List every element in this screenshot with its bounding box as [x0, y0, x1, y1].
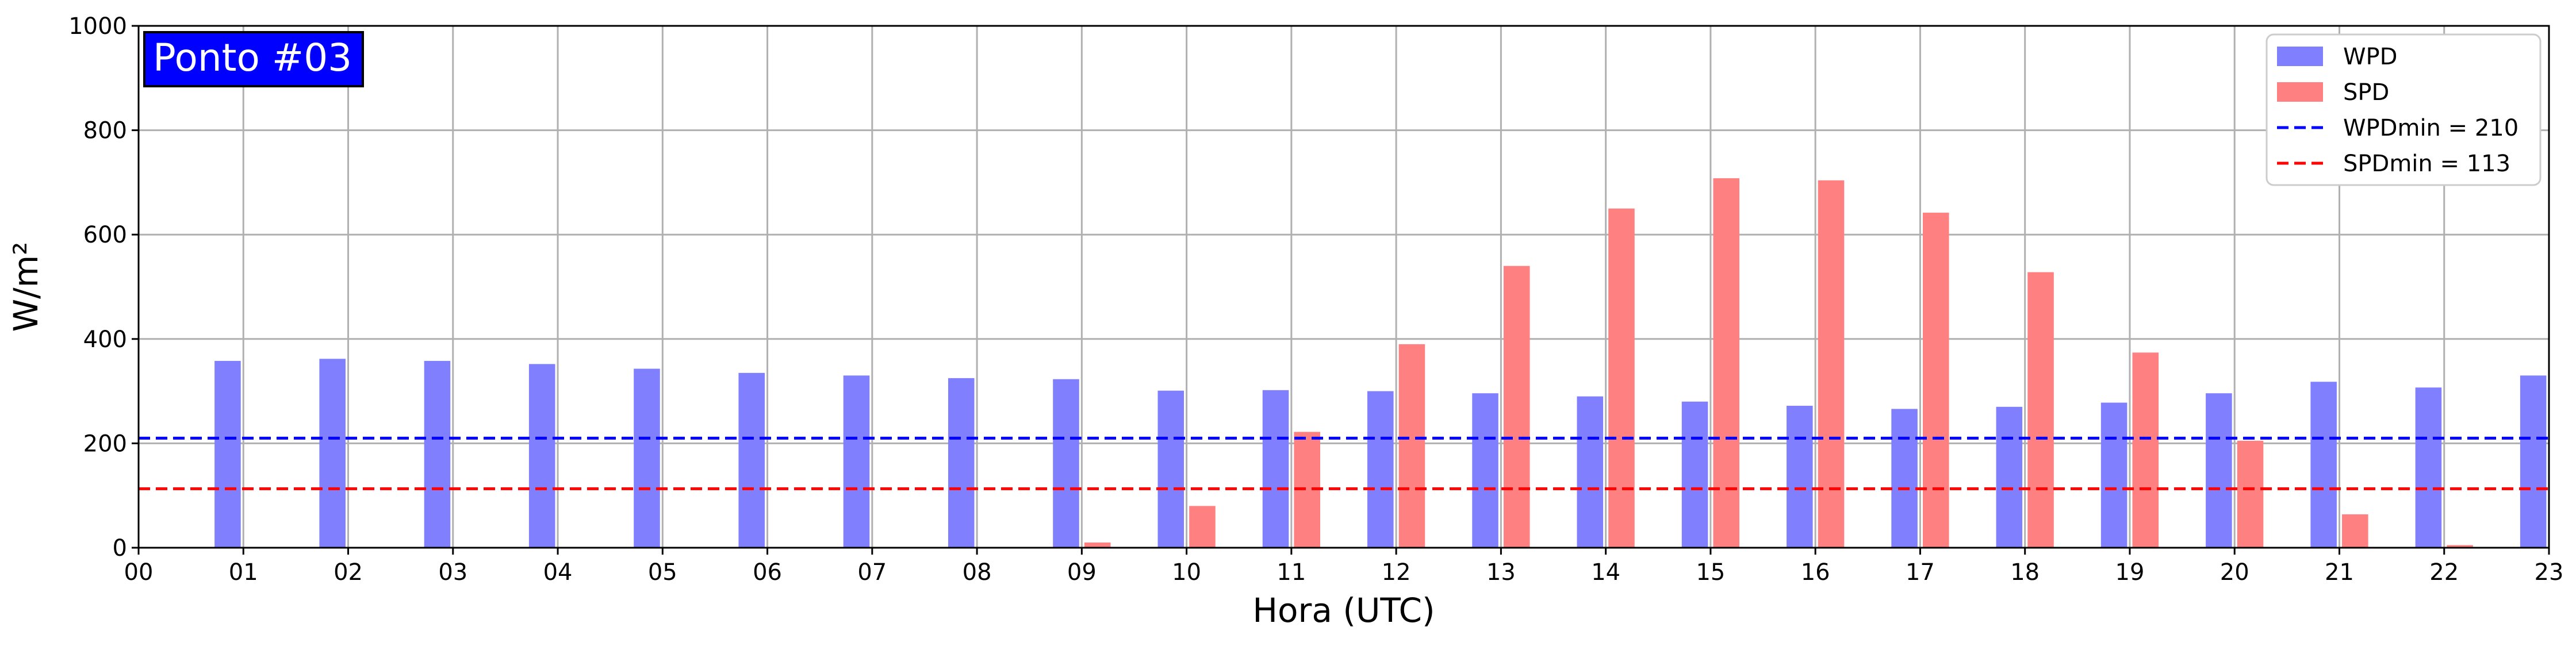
plot-frame [137, 25, 2550, 549]
bar-spd [1922, 213, 1949, 548]
bar-wpd [424, 360, 451, 548]
bar-wpd [843, 375, 870, 548]
bar-wpd [1996, 406, 2023, 548]
x-tick-label: 07 [857, 559, 887, 586]
bar-spd [2342, 514, 2368, 548]
bar-spd [1398, 344, 1425, 548]
y-axis-label: W/m² [6, 242, 45, 332]
bar-wpd [1787, 406, 1813, 548]
x-tick-label: 02 [334, 559, 363, 586]
grid [139, 26, 2549, 548]
legend-label: WPD [2343, 44, 2397, 70]
x-tick-label: 19 [2115, 559, 2145, 586]
x-axis-ticks: 00 01 02 03 04 05 06 07 08 09 10 11 12 13 14 15 16 17 18 19… [124, 548, 2564, 586]
x-tick-label: 09 [1067, 559, 1097, 586]
x-tick-label: 11 [1276, 559, 1306, 586]
bar-wpd [1577, 396, 1604, 548]
bar-wpd [2310, 382, 2337, 548]
x-tick-label: 20 [2220, 559, 2249, 586]
x-tick-label: 04 [543, 559, 573, 586]
reference-lines [139, 436, 2549, 490]
bar-wpd [2415, 387, 2442, 548]
legend-label: SPD [2343, 79, 2389, 106]
bar-wpd [1262, 390, 1289, 548]
x-tick-label: 21 [2325, 559, 2354, 586]
x-axis-label: Hora (UTC) [1252, 591, 1435, 630]
plot-background [139, 26, 2549, 548]
bar-spd [2132, 352, 2159, 548]
legend-label: SPDmin = 113 [2343, 151, 2510, 177]
bar-spd [2237, 440, 2264, 548]
x-tick-label: 23 [2535, 559, 2564, 586]
legend-label: WPDmin = 210 [2343, 115, 2518, 141]
bar-wpd [1053, 379, 1079, 548]
x-tick-label: 22 [2429, 559, 2459, 586]
x-tick-label: 18 [2010, 559, 2040, 586]
x-tick-label: 05 [648, 559, 677, 586]
bar-spd [1189, 506, 1216, 548]
bar-wpd [528, 364, 555, 548]
bar-wpd [319, 359, 346, 548]
legend: WPD SPD WPDmin = 210 SPDmin = 113 [2266, 33, 2542, 186]
x-tick-label: 03 [438, 559, 467, 586]
x-tick-label: 00 [124, 559, 154, 586]
x-tick-label: 10 [1172, 559, 1201, 586]
bar-wpd [948, 378, 975, 548]
bar-spd [1818, 180, 1845, 548]
bar-wpd [2206, 393, 2232, 548]
bar-wpd [2520, 375, 2547, 548]
y-tick-label: 400 [83, 326, 127, 353]
bar-wpd [738, 372, 765, 548]
bar-wpd [1472, 393, 1498, 548]
bar-wpd [1367, 391, 1394, 548]
y-tick-label: 200 [83, 430, 127, 457]
bar-wpd [1157, 390, 1184, 548]
bar-spd [2447, 545, 2473, 548]
bar-spd [2027, 272, 2054, 548]
bars [214, 178, 2547, 548]
y-tick-label: 800 [83, 118, 127, 144]
legend-swatch-wpd [2277, 47, 2323, 66]
x-tick-label: 06 [753, 559, 782, 586]
x-tick-label: 16 [1801, 559, 1830, 586]
x-tick-label: 01 [229, 559, 258, 586]
bar-spd [1503, 266, 1530, 548]
x-tick-label: 08 [963, 559, 992, 586]
x-tick-label: 14 [1591, 559, 1620, 586]
bar-spd [1084, 542, 1111, 548]
y-tick-label: 0 [113, 535, 127, 562]
y-tick-label: 600 [83, 222, 127, 248]
bar-spd [1713, 178, 1740, 548]
bar-wpd [1891, 409, 1918, 548]
bar-wpd [2100, 402, 2128, 548]
y-tick-label: 1000 [68, 13, 127, 40]
x-tick-label: 13 [1486, 559, 1516, 586]
x-tick-label: 12 [1382, 559, 1411, 586]
bar-wpd [214, 360, 241, 548]
bar-wpd [1681, 401, 1708, 548]
bar-spd [1608, 208, 1635, 548]
x-tick-label: 17 [1906, 559, 1935, 586]
title-badge: Ponto #03 [143, 31, 364, 87]
legend-swatch-spd [2277, 82, 2323, 102]
title-badge-text: Ponto #03 [153, 36, 352, 80]
x-tick-label: 15 [1696, 559, 1725, 586]
bar-wpd [634, 368, 660, 548]
y-axis-ticks: 0 200 400 600 800 1000 [68, 13, 139, 562]
